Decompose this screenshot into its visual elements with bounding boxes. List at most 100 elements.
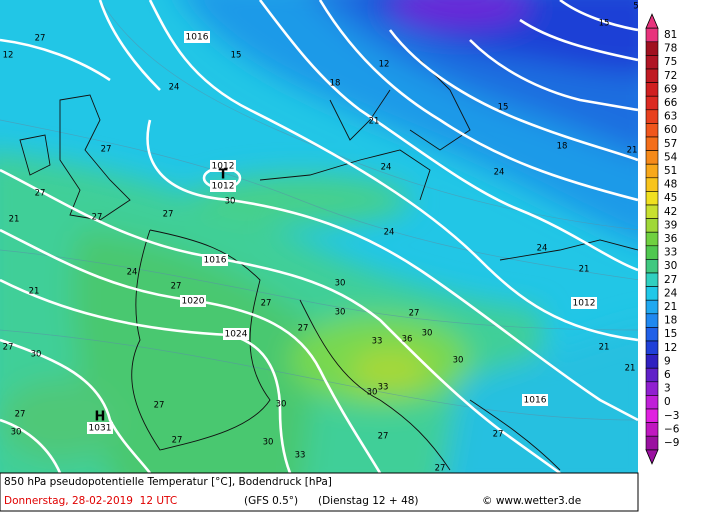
temperature-label: 21 [599, 343, 610, 353]
isobar-label-box [522, 394, 548, 406]
temperature-label: 30 [367, 388, 378, 398]
temperature-label: 15 [231, 51, 242, 61]
isobar-label-box [223, 328, 249, 340]
temperature-label: 21 [579, 265, 590, 275]
isobar-label: 1012 [212, 182, 235, 192]
colorbar-label: 9 [664, 355, 671, 367]
footer-source: © www.wetter3.de [482, 495, 581, 507]
footer-run: (Dienstag 12 + 48) [318, 495, 419, 507]
temperature-label: 27 [493, 430, 504, 440]
temperature-label: 21 [9, 215, 20, 225]
colorbar-swatch [645, 245, 659, 260]
colorbar-swatch [645, 95, 659, 111]
colorbar-swatch [645, 286, 659, 301]
isobar-label-box [87, 422, 113, 434]
temperature-label: 27 [15, 410, 26, 420]
colorbar-swatch [645, 354, 659, 369]
colorbar-swatch [645, 177, 659, 192]
pressure-center: H [95, 410, 106, 425]
colorbar-label: −9 [664, 437, 679, 449]
temperature-label: 30 [453, 356, 464, 366]
temperature-label: 24 [384, 228, 395, 238]
colorbar-swatch [645, 82, 659, 97]
isobar-label-box [202, 254, 228, 266]
temperature-label: 30 [225, 197, 236, 207]
footer-date: Donnerstag, 28-02-2019 12 UTC [4, 495, 177, 507]
colorbar-swatch [645, 395, 659, 410]
temperature-label: 27 [35, 34, 46, 44]
temperature-label: 21 [625, 364, 636, 374]
isobar-label: 1012 [573, 299, 596, 309]
temperature-label: 27 [172, 436, 183, 446]
isobar-label: 1031 [89, 424, 112, 434]
colorbar-label: 57 [664, 138, 677, 150]
footer-model: (GFS 0.5°) [244, 495, 298, 507]
temperature-label: 36 [402, 335, 413, 345]
colorbar-swatch [645, 218, 659, 233]
colorbar-swatch [645, 191, 659, 206]
colorbar-label: 81 [664, 29, 677, 41]
colorbar-swatch [645, 313, 659, 328]
isobar-label: 1016 [186, 33, 209, 43]
colorbar-label: 36 [664, 233, 678, 245]
colorbar-swatch [645, 136, 659, 151]
colorbar-swatch [645, 381, 659, 396]
colorbar-label: 45 [664, 192, 677, 204]
colorbar-swatch [645, 204, 659, 219]
temperature-label: 15 [599, 19, 610, 29]
temperature-label: 30 [276, 400, 287, 410]
isobar-label-box [571, 297, 597, 309]
colorbar-label: 75 [664, 56, 677, 68]
colorbar-swatch [645, 231, 659, 247]
temperature-label: 24 [169, 83, 180, 93]
colorbar-label: −3 [664, 410, 679, 422]
temperature-label: 12 [3, 51, 14, 61]
temperature-label: 30 [335, 308, 346, 318]
colorbar-label: 48 [664, 179, 677, 191]
colorbar-swatch [645, 163, 659, 179]
isobar-label-box [210, 160, 236, 172]
colorbar-swatch [645, 68, 659, 83]
isobar-label-box [184, 31, 210, 43]
temperature-label: 5 [633, 2, 638, 12]
colorbar-label: 66 [664, 97, 678, 109]
footer-box [0, 472, 639, 512]
isobar-label: 1016 [524, 396, 547, 406]
isobar-label: 1012 [212, 162, 235, 172]
colorbar-label: 72 [664, 70, 677, 82]
colorbar-arrow-top [645, 13, 659, 29]
map [0, 0, 638, 473]
colorbar-swatch [645, 408, 659, 423]
colorbar-swatch [645, 272, 659, 287]
colorbar-label: 78 [664, 43, 677, 55]
temperature-label: 27 [409, 309, 420, 319]
colorbar-label: 39 [664, 219, 677, 231]
temperature-label: 33 [295, 451, 306, 461]
pressure-center: T [219, 168, 228, 183]
temperature-label: 33 [372, 337, 383, 347]
colorbar: 8178757269666360575451484542393633302724… [645, 13, 680, 465]
temperature-label: 27 [92, 213, 103, 223]
temperature-label: 27 [3, 343, 14, 353]
temperature-label: 15 [498, 103, 509, 113]
colorbar-label: 69 [664, 83, 677, 95]
colorbar-label: 51 [664, 165, 677, 177]
colorbar-label: 30 [664, 260, 677, 272]
isobar-label: 1020 [182, 297, 205, 307]
temperature-label: 27 [378, 432, 389, 442]
isobar-label: 1024 [225, 330, 248, 340]
colorbar-swatch [645, 299, 659, 315]
colorbar-label: 33 [664, 247, 677, 259]
colorbar-swatch [645, 422, 659, 437]
temperature-label: 27 [435, 464, 446, 474]
temperature-label: 33 [378, 383, 389, 393]
temperature-label: 27 [261, 299, 272, 309]
colorbar-swatch [645, 367, 659, 383]
isobar-label-box [180, 295, 206, 307]
temperature-label: 27 [163, 210, 174, 220]
isobar-label: 1016 [204, 256, 227, 266]
temperature-label: 30 [335, 279, 346, 289]
colorbar-label: 27 [664, 274, 677, 286]
temperature-label: 27 [35, 189, 46, 199]
temperature-label: 24 [537, 244, 548, 254]
